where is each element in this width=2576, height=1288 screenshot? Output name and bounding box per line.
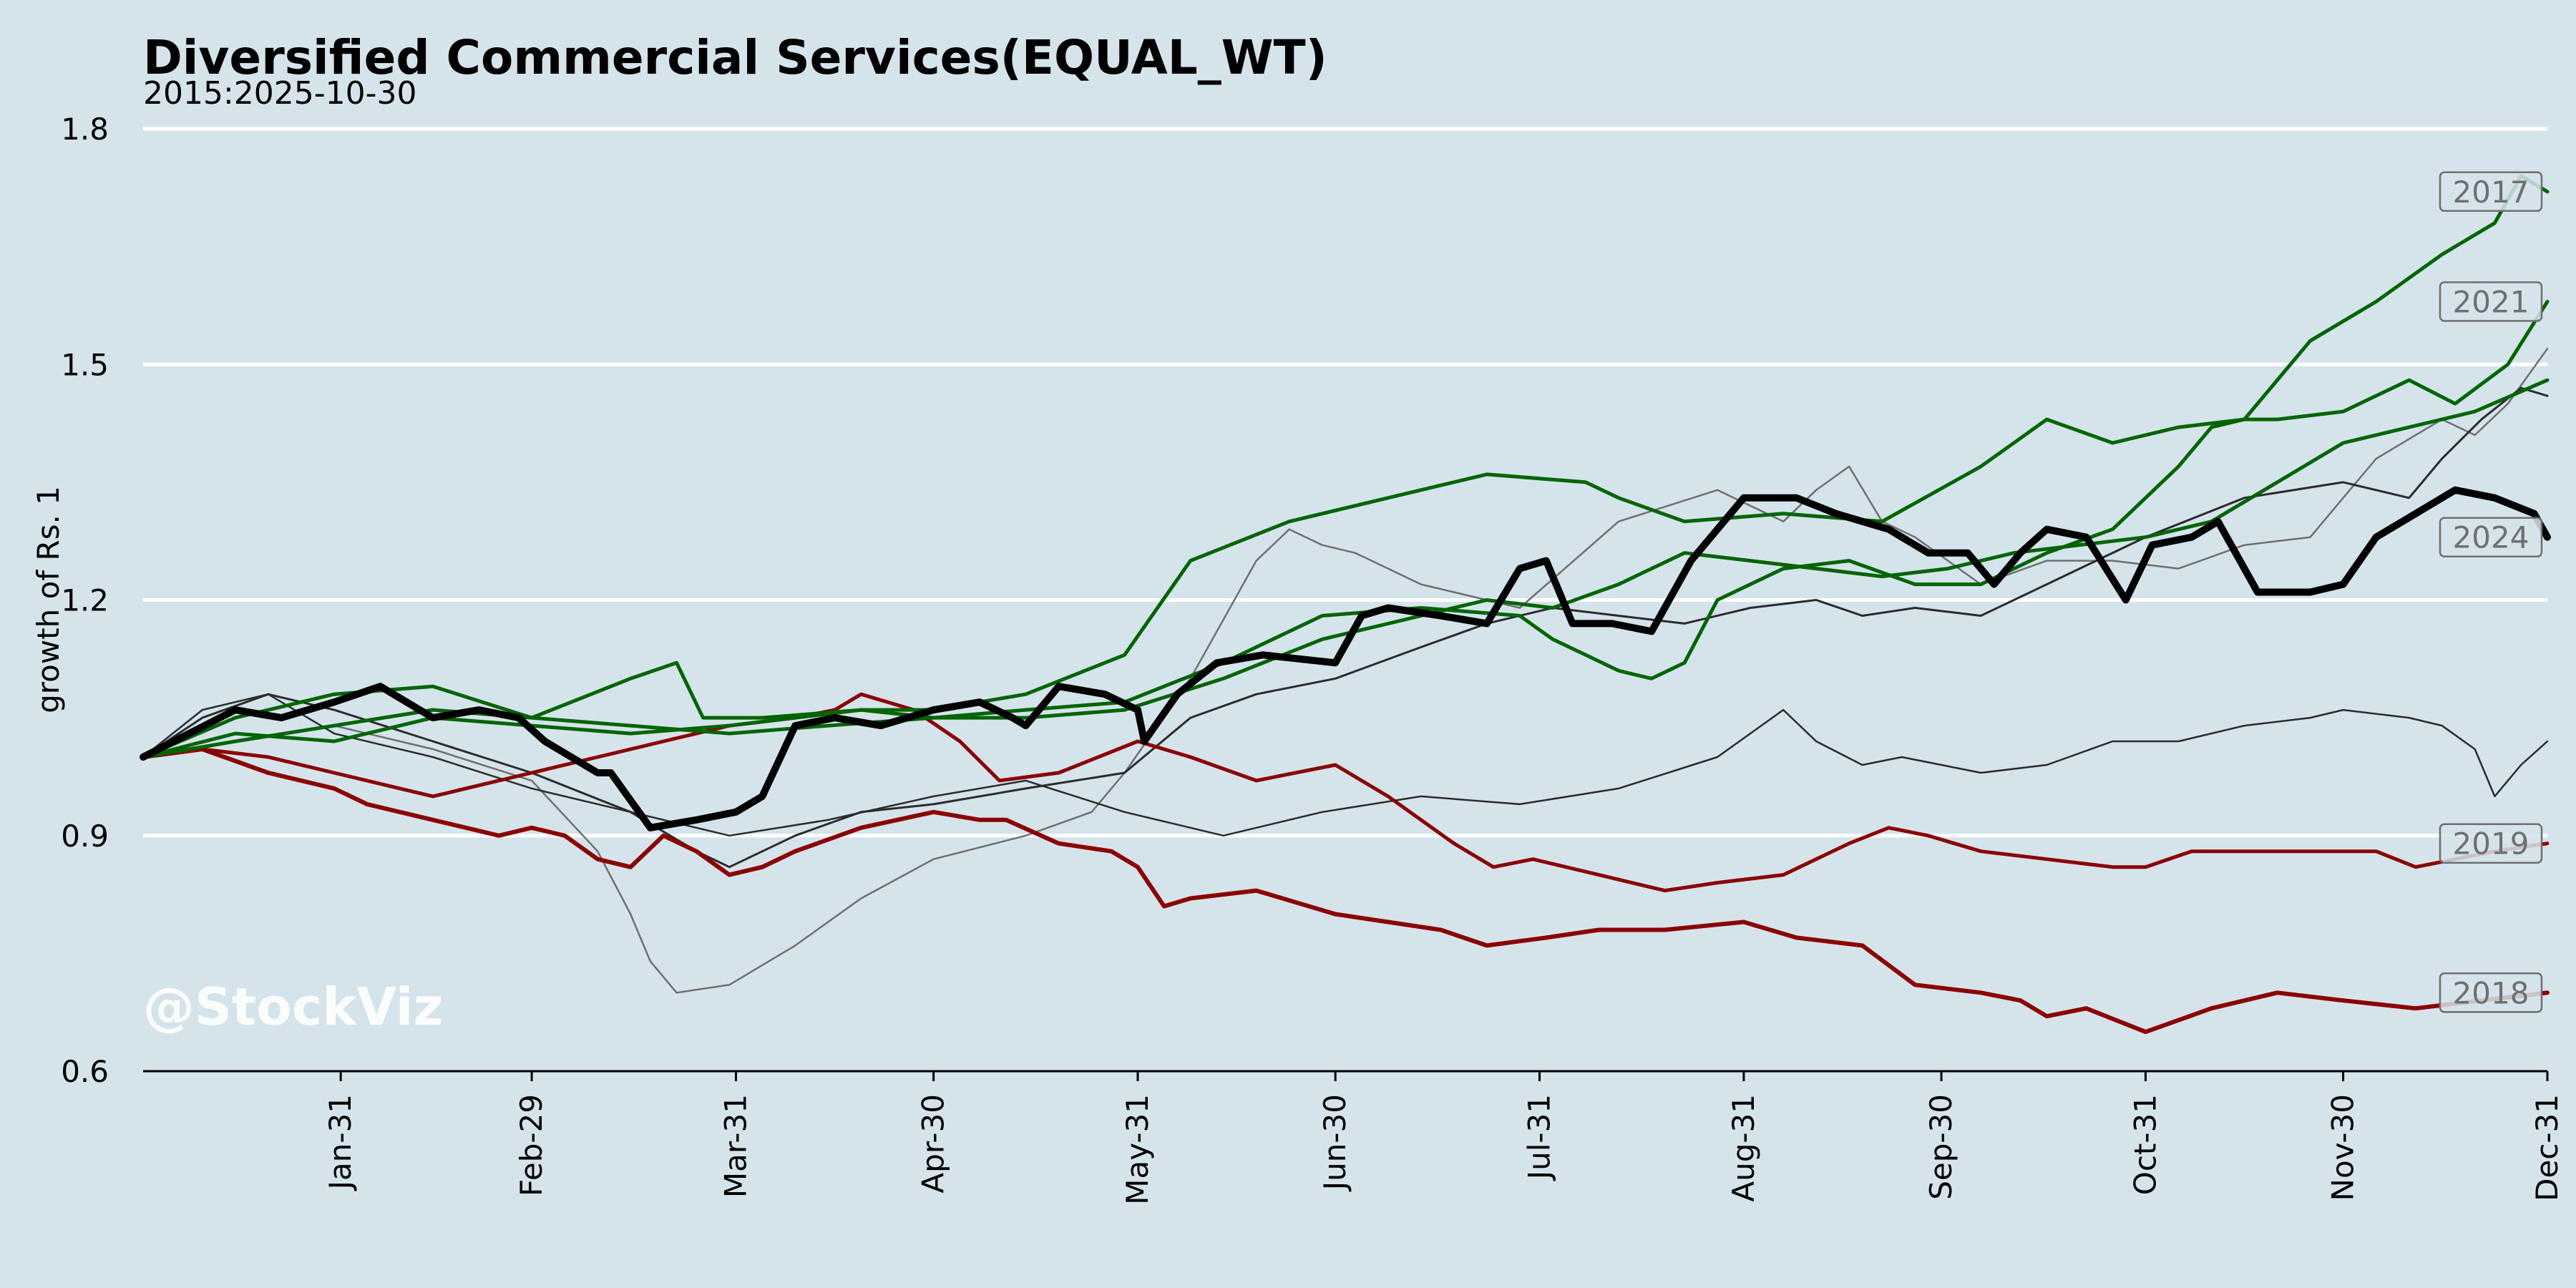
y-tick-label: 1.2 [61, 583, 109, 618]
x-tick-label: Dec-31 [2529, 1094, 2565, 1201]
y-axis-label: growth of Rs. 1 [31, 486, 66, 713]
x-tick-label: Apr-30 [916, 1094, 951, 1194]
gridlines [143, 127, 2547, 838]
watermark: @StockViz [143, 977, 443, 1037]
year-label-2021: 2021 [2453, 284, 2529, 319]
year-label-2019: 2019 [2453, 826, 2529, 862]
y-tick-label: 1.8 [61, 112, 109, 147]
y-tick-label: 1.5 [61, 347, 109, 382]
series-line-2017 [141, 174, 2550, 759]
x-tick-label: Mar-31 [718, 1094, 753, 1198]
y-tick-label: 0.6 [61, 1054, 109, 1089]
series-line [142, 693, 2549, 837]
year-label-box [2439, 972, 2543, 1013]
year-label-2017: 2017 [2453, 175, 2529, 210]
x-tick-label: Oct-31 [2127, 1094, 2162, 1195]
series-lines [140, 174, 2551, 1035]
x-tick-label: Nov-30 [2326, 1094, 2361, 1201]
year-label-box [2439, 823, 2543, 864]
y-tick-labels: 0.6 0.9 1.2 1.5 1.8 [61, 112, 109, 1089]
chart-title: Diversified Commercial Services(EQUAL_WT… [143, 30, 1327, 85]
series-line-2024 [140, 486, 2551, 831]
chart-subtitle: 2015:2025-10-30 [143, 75, 417, 112]
year-label-box [2439, 171, 2543, 213]
series-line-2019 [141, 692, 2550, 893]
x-tick-label: Jul-31 [1522, 1094, 1557, 1181]
year-label-box [2439, 281, 2543, 322]
year-label-box [2439, 517, 2543, 557]
series-line-2021 [141, 300, 2550, 759]
series-line [142, 348, 2549, 994]
series-line [141, 378, 2550, 759]
x-tick-label: Sep-30 [1923, 1094, 1958, 1200]
y-tick-label: 0.9 [61, 819, 109, 854]
year-label-2018: 2018 [2453, 975, 2529, 1010]
x-tick-labels: Jan-31 Feb-29 Mar-31 Apr-30 May-31 Jun-30 Jul-… [323, 1071, 2565, 1205]
series-line-2018 [141, 747, 2550, 1035]
x-tick-label: May-31 [1120, 1094, 1155, 1205]
x-tick-label: Jan-31 [323, 1094, 358, 1191]
year-labels: 2017 2021 2024 2019 2018 [2439, 171, 2543, 1013]
year-label-2024: 2024 [2453, 520, 2529, 555]
x-tick-label: Feb-29 [514, 1094, 549, 1196]
x-tick-label: Aug-31 [1726, 1094, 1761, 1202]
x-tick-label: Jun-30 [1317, 1094, 1352, 1192]
series-line [142, 386, 2549, 869]
